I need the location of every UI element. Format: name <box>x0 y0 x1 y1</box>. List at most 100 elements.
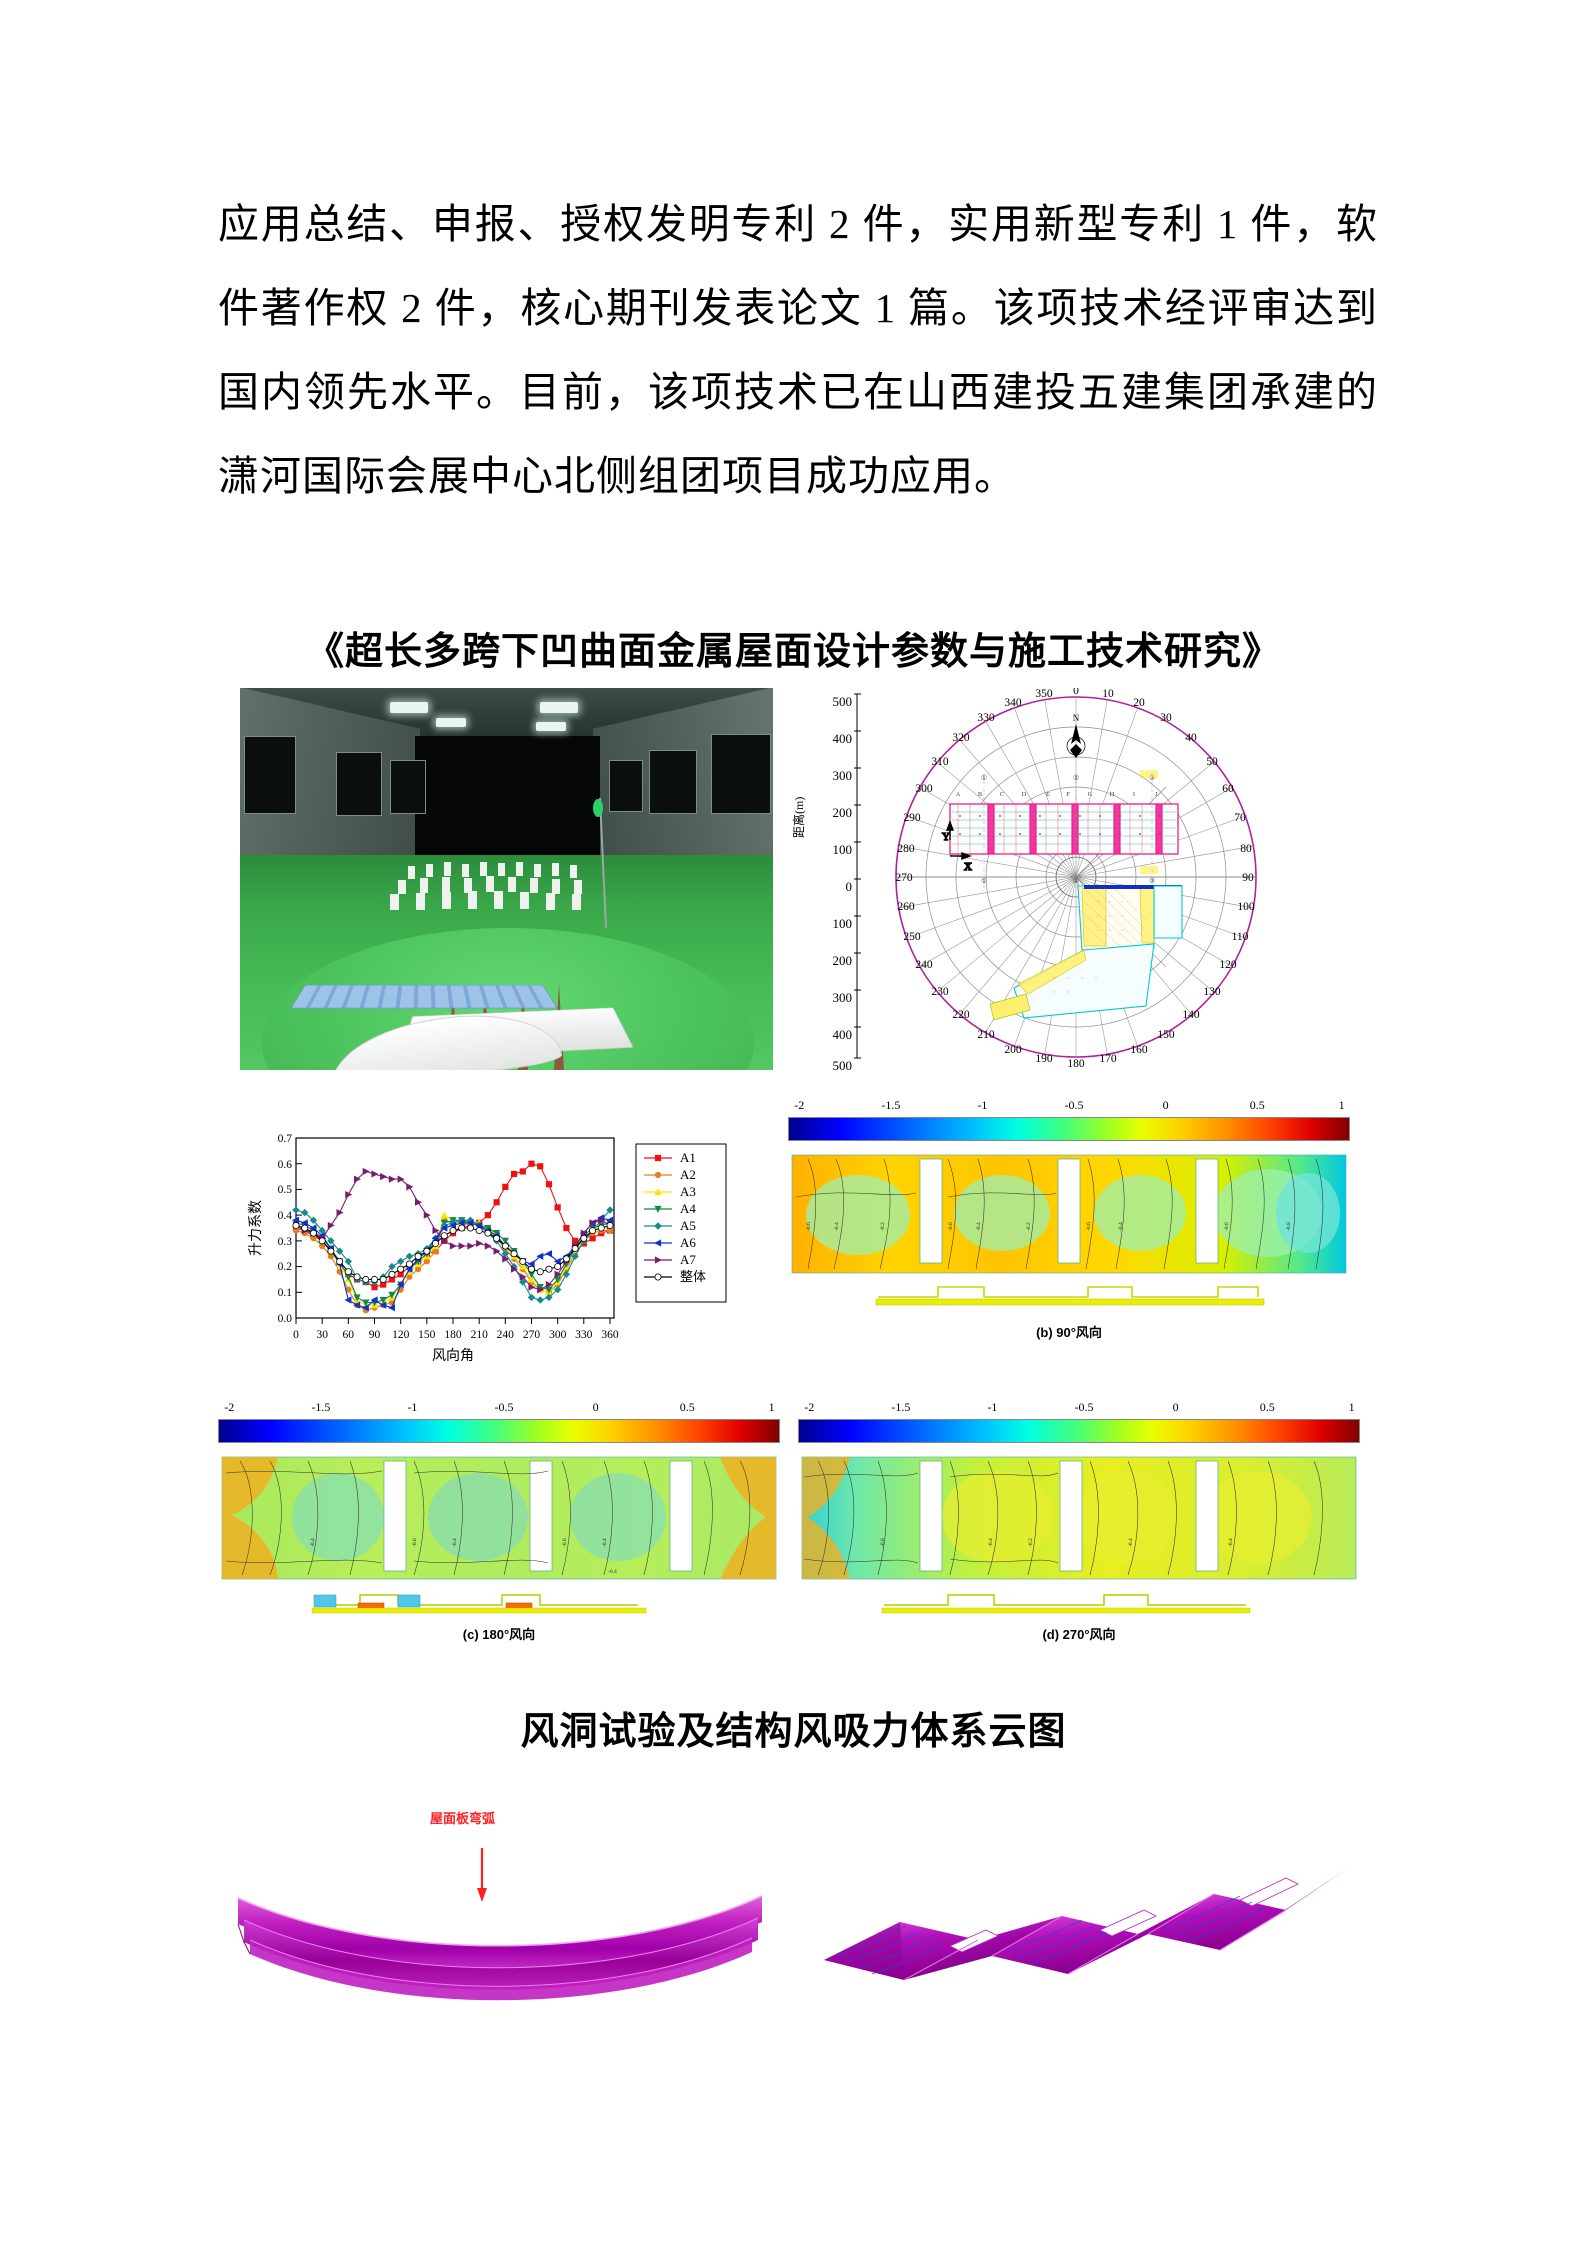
svg-text:110: 110 <box>1232 931 1249 943</box>
svg-text:0: 0 <box>293 1329 299 1341</box>
svg-text:B: B <box>978 791 983 798</box>
contour-panel-d: -2 -1.5 -1 -0.5 0 0.5 1 <box>798 1400 1360 1690</box>
svg-text:A3: A3 <box>680 1184 696 1199</box>
legend-item-A5[interactable]: A5 <box>644 1218 696 1233</box>
svg-text:140: 140 <box>1182 1009 1200 1021</box>
svg-text:①: ① <box>981 774 987 782</box>
figure-row-middle: 0.0 0.1 0.2 0.3 0.4 0.5 0.6 0.7 0 30 60 90 12 <box>240 1098 1350 1400</box>
tunnel-window <box>336 752 382 816</box>
wind-tunnel-photo <box>240 688 773 1070</box>
svg-text:A4: A4 <box>680 1201 696 1216</box>
north-arrow: N <box>1066 713 1086 758</box>
svg-text:-0.6: -0.6 <box>1086 1222 1092 1231</box>
contour-panel-c: -2 -1.5 -1 -0.5 0 0.5 1 <box>218 1400 780 1690</box>
section-title: 《超长多跨下凹曲面金属屋面设计参数与施工技术研究》 <box>305 631 1281 673</box>
svg-text:260: 260 <box>897 901 915 913</box>
svg-text:230: 230 <box>931 986 949 998</box>
legend-item-A1[interactable]: A1 <box>644 1150 696 1165</box>
svg-text:0.6: 0.6 <box>278 1159 293 1171</box>
legend-item-整体[interactable]: 整体 <box>644 1269 706 1284</box>
svg-text:-0.4: -0.4 <box>1128 1538 1134 1547</box>
svg-text:-0.8: -0.8 <box>1286 1222 1292 1231</box>
blue-roof-model <box>290 984 558 1009</box>
svg-text:0.2: 0.2 <box>278 1261 293 1273</box>
svg-text:A5: A5 <box>680 1218 696 1233</box>
colorbar-ticks-c: -2 -1.5 -1 -0.5 0 0.5 1 <box>224 1400 775 1414</box>
roof-arc-annotation: 屋面板弯弧 <box>430 1811 496 1826</box>
svg-text:300: 300 <box>915 783 933 795</box>
svg-text:-0.6: -0.6 <box>562 1538 568 1547</box>
contour-caption-d: (d) 270°风向 <box>1042 1627 1116 1642</box>
figure-row-bottom: -2 -1.5 -1 -0.5 0 0.5 1 <box>218 1400 1378 1700</box>
svg-text:③: ③ <box>1149 877 1155 885</box>
svg-text:0: 0 <box>1073 688 1079 697</box>
svg-text:③: ③ <box>1149 774 1155 782</box>
svg-text:-0.6: -0.6 <box>806 1222 812 1231</box>
svg-text:190: 190 <box>1035 1053 1053 1065</box>
figure-group-caption: 风洞试验及结构风吸力体系云图 <box>520 1711 1067 1753</box>
legend-item-A4[interactable]: A4 <box>644 1201 696 1216</box>
svg-text:J: J <box>1155 791 1158 798</box>
contour-caption-c: (c) 180°风向 <box>462 1627 536 1642</box>
svg-text:290: 290 <box>903 812 921 824</box>
svg-text:50: 50 <box>1206 756 1218 768</box>
svg-text:F: F <box>1066 791 1070 798</box>
ceiling-lamp <box>390 702 428 713</box>
legend-item-A6[interactable]: A6 <box>644 1235 696 1250</box>
svg-text:N: N <box>1073 713 1080 723</box>
svg-text:150: 150 <box>1157 1029 1175 1041</box>
colorbar-c <box>218 1419 780 1443</box>
chart-series-整体 <box>292 1221 614 1283</box>
svg-text:240: 240 <box>497 1329 515 1341</box>
tunnel-window <box>244 736 296 814</box>
svg-text:-0.6: -0.6 <box>948 1222 954 1231</box>
svg-text:200: 200 <box>1004 1044 1022 1056</box>
svg-text:A7: A7 <box>680 1252 696 1267</box>
svg-text:30: 30 <box>316 1329 328 1341</box>
svg-text:180: 180 <box>1067 1058 1085 1070</box>
svg-text:0.5: 0.5 <box>278 1184 293 1196</box>
paragraph-text: 应用总结、申报、授权发明专利 2 件，实用新型专利 1 件，软件著作权 2 件，… <box>218 201 1378 499</box>
svg-text:120: 120 <box>392 1329 410 1341</box>
svg-text:整体: 整体 <box>680 1269 706 1284</box>
svg-text:-0.6: -0.6 <box>880 1538 886 1547</box>
svg-text:-0.4: -0.4 <box>602 1538 608 1547</box>
chart-x-label: 风向角 <box>432 1348 474 1364</box>
svg-text:280: 280 <box>897 843 915 855</box>
svg-text:0.1: 0.1 <box>278 1287 293 1299</box>
contour-image-c: -0.4 -0.6 -0.4 -0.6 -0.4 -0.4 <box>218 1453 780 1618</box>
svg-text:180: 180 <box>444 1329 462 1341</box>
svg-text:②: ② <box>1073 877 1079 885</box>
legend-item-A2[interactable]: A2 <box>644 1167 696 1182</box>
svg-text:160: 160 <box>1130 1044 1148 1056</box>
svg-text:-0.2: -0.2 <box>880 1222 886 1231</box>
svg-text:①: ① <box>981 877 987 885</box>
tunnel-window <box>649 750 697 814</box>
svg-text:270: 270 <box>523 1329 541 1341</box>
svg-text:0.7: 0.7 <box>278 1133 293 1145</box>
svg-text:350: 350 <box>1035 688 1053 700</box>
svg-text:330: 330 <box>977 712 995 724</box>
multi-span-roof-model <box>800 1790 1360 2030</box>
svg-text:C: C <box>1000 791 1004 798</box>
svg-text:②: ② <box>1073 774 1079 782</box>
ceiling-lamp <box>540 702 578 713</box>
contour-panel-b: -2 -1.5 -1 -0.5 0 0.5 1 <box>788 1098 1350 1388</box>
legend-item-A3[interactable]: A3 <box>644 1184 696 1199</box>
svg-text:150: 150 <box>418 1329 436 1341</box>
colorbar-b <box>788 1117 1350 1141</box>
svg-text:X: X <box>964 861 972 873</box>
svg-text:0.3: 0.3 <box>278 1236 293 1248</box>
ceiling-lamp <box>536 722 566 731</box>
chart-legend: A1 A2 A3 A4 A5 A6 A7 整体 <box>635 1143 727 1303</box>
tunnel-window <box>609 760 643 812</box>
svg-text:30: 30 <box>1160 712 1172 724</box>
svg-text:80: 80 <box>1240 843 1252 855</box>
svg-text:70: 70 <box>1234 812 1246 824</box>
svg-text:E: E <box>1046 791 1050 798</box>
svg-text:Y: Y <box>942 831 950 843</box>
svg-text:G: G <box>1088 791 1093 798</box>
legend-item-A7[interactable]: A7 <box>644 1252 696 1267</box>
svg-text:270: 270 <box>895 872 913 884</box>
